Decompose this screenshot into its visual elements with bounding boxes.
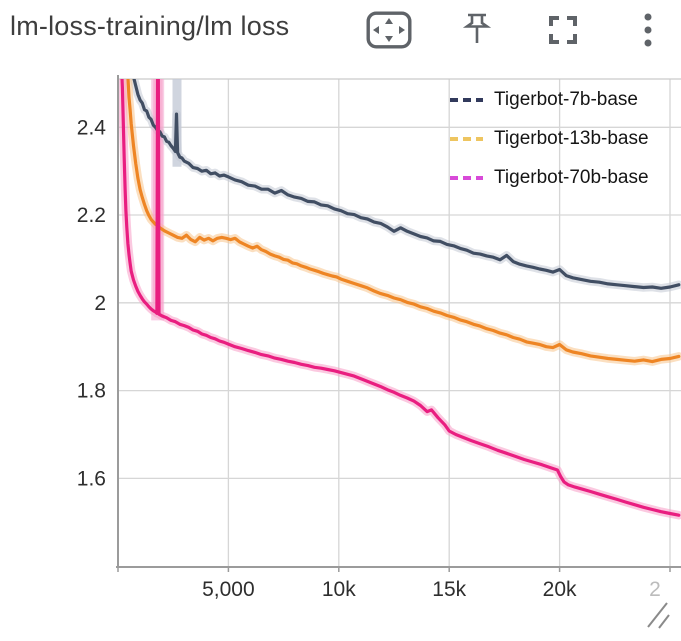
series-line [126,79,681,364]
legend-dash-icon [450,97,483,102]
legend-item[interactable]: Tigerbot-70b-base [450,158,649,197]
legend-label: Tigerbot-13b-base [494,127,649,149]
fit-domain-to-data-button[interactable] [366,11,412,51]
chart-legend: Tigerbot-7b-base Tigerbot-13b-base Tigerbo… [450,80,649,197]
legend-label: Tigerbot-7b-base [494,88,638,110]
y-tick-label: 2.4 [77,116,107,139]
x-tick-label: 2 [649,578,661,601]
kebab-menu-icon [643,11,653,52]
x-tick-label: 20k [543,578,577,601]
resize-grip[interactable] [647,602,670,629]
pin-icon [462,12,492,51]
y-tick-label: 1.6 [77,467,106,490]
more-options-button[interactable] [625,11,671,51]
legend-item[interactable]: Tigerbot-7b-base [450,80,649,119]
pin-button[interactable] [454,11,500,51]
x-tick-label: 10k [322,578,356,601]
series-line [120,79,681,517]
legend-dash-icon [450,136,483,141]
x-tick-label: 5,000 [202,578,255,601]
legend-label: Tigerbot-70b-base [494,166,649,188]
y-tick-label: 1.8 [77,380,106,403]
plot-area [118,79,681,520]
fit-domain-to-data-icon [366,11,412,52]
page-title: lm-loss-training/lm loss [10,11,290,41]
y-tick-label: 2 [94,292,106,315]
fullscreen-button[interactable] [540,11,586,51]
fullscreen-icon [548,15,578,48]
legend-item[interactable]: Tigerbot-13b-base [450,119,649,158]
legend-dash-icon [450,175,483,180]
y-tick-label: 2.2 [77,204,106,227]
series-line [132,79,681,290]
x-tick-label: 15k [432,578,466,601]
